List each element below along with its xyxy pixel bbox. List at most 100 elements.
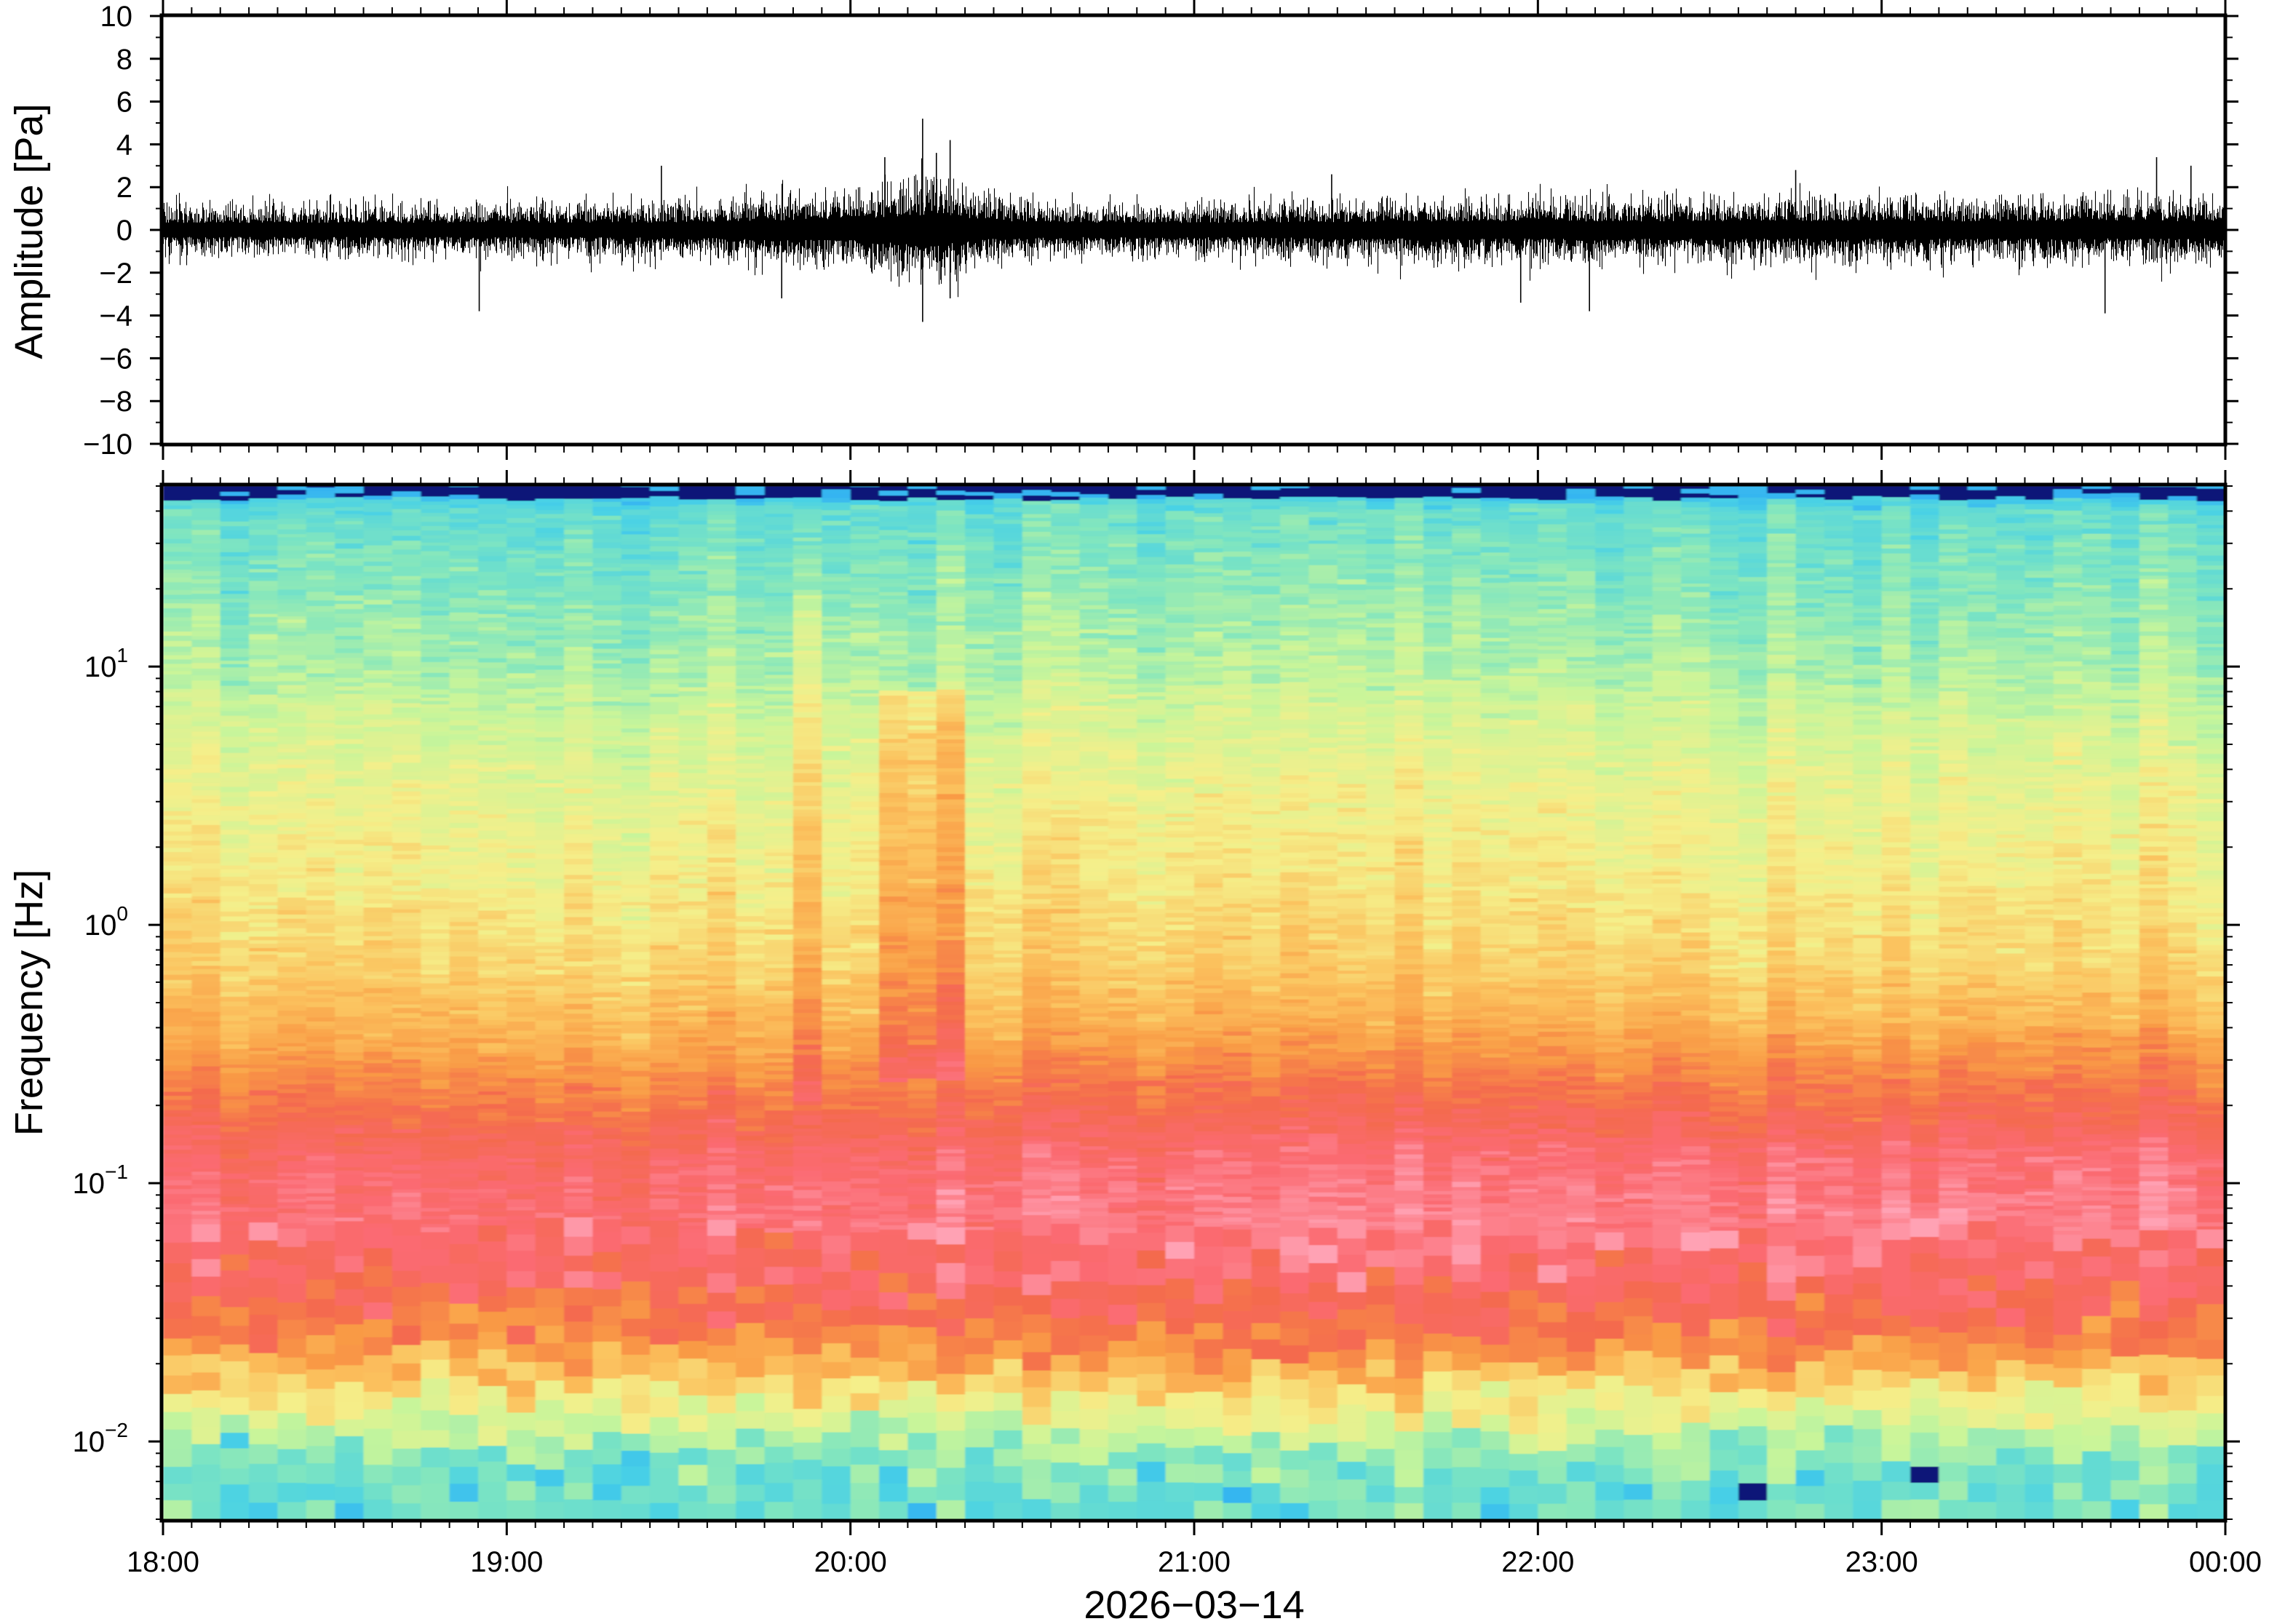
- spectrogram-cell: [220, 786, 250, 792]
- spectrogram-cell: [277, 1121, 307, 1127]
- spectrogram-cell: [764, 845, 794, 849]
- spectrogram-cell: [621, 976, 651, 982]
- spectrogram-cell: [220, 943, 250, 948]
- spectrogram-cell: [650, 696, 680, 703]
- spectrogram-cell: [792, 629, 823, 635]
- spectrogram-cell: [650, 974, 680, 979]
- spectrogram-cell: [879, 1091, 909, 1097]
- spectrogram-cell: [736, 804, 766, 808]
- spectrogram-cell: [191, 700, 221, 707]
- spectrogram-cell: [736, 974, 766, 979]
- spectrogram-cell: [449, 945, 479, 952]
- spectrogram-cell: [764, 730, 794, 736]
- spectrogram-cell: [392, 1502, 422, 1519]
- spectrogram-cell: [363, 1372, 393, 1392]
- spectrogram-cell: [421, 676, 450, 681]
- spectrogram-cell: [879, 1073, 909, 1078]
- spectrogram-cell: [764, 786, 794, 793]
- spectrogram-cell: [191, 1258, 221, 1277]
- spectrogram-cell: [449, 768, 479, 774]
- spectrogram-cell: [707, 1292, 737, 1312]
- spectrogram-cell: [478, 672, 508, 679]
- spectrogram-cell: [363, 1088, 393, 1094]
- spectrogram-cell: [277, 659, 307, 666]
- spectrogram-cell: [506, 616, 536, 622]
- spectrogram-cell: [335, 1305, 365, 1325]
- spectrogram-cell: [392, 1100, 422, 1106]
- spectrogram-cell: [822, 970, 851, 975]
- spectrogram-cell: [449, 1185, 479, 1190]
- spectrogram-cell: [363, 1265, 393, 1287]
- spectrogram-cell: [850, 704, 880, 709]
- spectrogram-cell: [306, 1172, 335, 1179]
- spectrogram-cell: [421, 567, 450, 573]
- spectrogram-cell: [249, 778, 279, 784]
- spectrogram-cell: [506, 572, 536, 578]
- spectrogram-cell: [650, 626, 680, 632]
- spectrogram-cell: [564, 1018, 594, 1023]
- spectrogram-cell: [707, 1467, 737, 1486]
- spectrogram-cell: [535, 709, 565, 715]
- spectrogram-cell: [678, 509, 708, 513]
- spectrogram-cell: [707, 542, 737, 547]
- spectrogram-cell: [535, 1014, 565, 1021]
- spectrogram-cell: [220, 880, 250, 886]
- spectrogram-cell: [592, 580, 622, 586]
- spectrogram-cell: [650, 879, 680, 885]
- spectrogram-cell: [850, 1147, 880, 1153]
- spectrogram-cell: [421, 656, 450, 662]
- spectrogram-cell: [449, 990, 479, 995]
- spectrogram-cell: [506, 896, 536, 901]
- spectrogram-cell: [220, 1009, 250, 1016]
- spectrogram-cell: [678, 1062, 708, 1069]
- spectrogram-cell: [564, 853, 594, 859]
- spectrogram-cell: [879, 944, 909, 950]
- spectrogram-cell: [306, 1107, 335, 1113]
- spectrogram-cell: [506, 703, 536, 709]
- waveform-trace: [163, 119, 2225, 322]
- spectrogram-cell: [822, 606, 851, 613]
- spectrogram-cell: [478, 1061, 508, 1066]
- spectrogram-cell: [736, 921, 766, 927]
- spectrogram-cell: [564, 600, 594, 605]
- spectrogram-cell: [335, 689, 365, 694]
- spectrogram-cell: [220, 706, 250, 712]
- spectrogram-cell: [678, 871, 708, 876]
- spectrogram-cell: [650, 1121, 680, 1127]
- spectrogram-cell: [478, 565, 508, 572]
- spectrogram-cell: [736, 893, 766, 900]
- spectrogram-cell: [535, 1141, 565, 1146]
- spectrogram-cell: [535, 597, 565, 602]
- spectrogram-cell: [736, 947, 766, 954]
- spectrogram-cell: [621, 1485, 651, 1504]
- spectrogram-cell: [822, 520, 851, 526]
- spectrogram-cell: [392, 1087, 422, 1093]
- spectrogram-cell: [822, 1084, 851, 1090]
- spectrogram-cell: [879, 625, 909, 632]
- spectrogram-cell: [764, 1015, 794, 1022]
- spectrogram-cell: [191, 552, 221, 557]
- spectrogram-cell: [506, 658, 536, 664]
- spectrogram-cell: [535, 839, 565, 845]
- spectrogram-cell: [506, 621, 536, 627]
- spectrogram-cell: [792, 1210, 823, 1217]
- spectrogram-cell: [822, 714, 851, 720]
- spectrogram-cell: [506, 1250, 536, 1272]
- spectrogram-cell: [306, 950, 335, 958]
- spectrogram-cell: [392, 685, 422, 692]
- spectrogram-cell: [163, 563, 193, 570]
- spectrogram-cell: [822, 1073, 851, 1080]
- spectrogram-cell: [506, 1134, 536, 1142]
- spectrogram-cell: [592, 811, 622, 816]
- spectrogram-cell: [220, 586, 250, 591]
- spectrogram-cell: [736, 1163, 766, 1169]
- spectrogram-cell: [191, 1218, 221, 1225]
- spectrogram-cell: [850, 717, 880, 723]
- spectrogram-cell: [678, 1266, 708, 1287]
- spectrogram-cell: [363, 845, 393, 851]
- spectrogram-cell: [678, 1025, 708, 1030]
- spectrogram-cell: [220, 931, 250, 936]
- spectrogram-cell: [392, 899, 422, 905]
- spectrogram-cell: [392, 693, 422, 699]
- spectrogram-cell: [392, 952, 422, 958]
